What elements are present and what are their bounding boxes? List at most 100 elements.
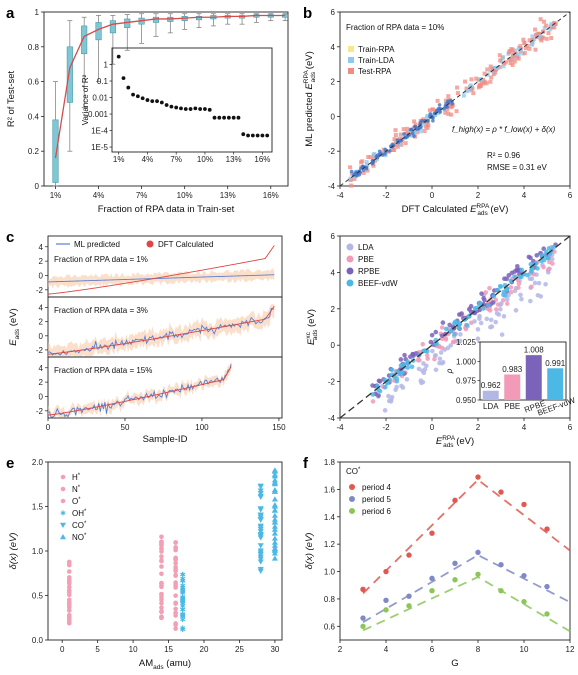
scatter-point-d	[508, 278, 514, 284]
scatter-point-d	[504, 297, 510, 302]
inset-point-a	[169, 104, 174, 109]
scatter-point-e	[159, 534, 164, 540]
inset-bar-d	[504, 374, 521, 400]
inset-point-a	[246, 133, 250, 138]
legend-marker-f	[349, 484, 355, 490]
inset-point-a	[241, 132, 246, 137]
scatter-point-b	[349, 169, 354, 174]
inset-frame-a	[111, 47, 273, 153]
y-tick-label-e: 1.0	[32, 547, 44, 556]
inset-y-tick-label-d: 1.025	[456, 338, 477, 347]
scatter-point-d	[504, 286, 510, 292]
scatter-point-d	[468, 320, 474, 326]
scatter-point-e	[271, 519, 278, 525]
inset-y-tick-label-a: 0.001	[88, 110, 109, 119]
scatter-point-e	[257, 524, 264, 531]
scatter-point-d	[415, 357, 421, 363]
scatter-point-b	[365, 162, 370, 167]
scatter-point-d	[439, 333, 445, 339]
scatter-point-f	[383, 607, 389, 613]
inset-y-tick-label-d: 0.950	[456, 396, 477, 405]
scatter-point-d	[480, 306, 486, 311]
scatter-point-b	[425, 122, 430, 127]
x-tick-label-a: 1%	[50, 191, 62, 200]
scatter-point-e	[173, 583, 178, 589]
scatter-point-b	[500, 55, 505, 60]
scatter-point-b	[522, 51, 527, 56]
scatter-point-d	[545, 255, 551, 261]
y-tick-label-c: 4	[39, 364, 44, 373]
scatter-point-b	[370, 158, 375, 163]
scatter-point-b	[512, 59, 517, 64]
legend-marker-e	[60, 498, 66, 504]
scatter-point-d	[398, 357, 404, 362]
scatter-point-d	[393, 387, 398, 393]
scatter-point-d	[438, 350, 444, 355]
scatter-point-b	[427, 108, 432, 113]
scatter-point-b	[425, 115, 430, 120]
scatter-point-b	[478, 76, 483, 81]
scatter-point-b	[511, 54, 516, 59]
chart-d: -4 -2 0 2 4 6 -4 -2 0 2 4 6 LDA PBE RPBE BEEF-vdW 0.950 0…	[305, 232, 577, 449]
legend-swatch-b	[348, 68, 354, 74]
y-tick-label-b: 2	[331, 78, 336, 87]
scatter-point-d	[516, 285, 521, 290]
scatter-point-f	[498, 489, 504, 495]
scatter-point-e	[271, 535, 278, 541]
scatter-point-b	[493, 65, 498, 70]
scatter-point-b	[352, 176, 357, 181]
legend-label-d: BEEF-vdW	[358, 279, 398, 288]
scatter-point-d	[416, 366, 422, 372]
scatter-point-e	[66, 580, 72, 585]
scatter-point-b	[446, 94, 451, 99]
inset-point-a	[255, 133, 260, 138]
box-a	[109, 20, 116, 34]
legend-label-f: period 6	[362, 507, 391, 516]
scatter-point-f	[383, 597, 389, 603]
scatter-point-e	[271, 512, 278, 518]
scatter-point-d	[494, 311, 500, 316]
scatter-point-d	[409, 364, 415, 370]
scatter-point-e	[173, 566, 178, 572]
y-tick-label-a: 0.8	[28, 43, 40, 52]
x-tick-label-d: 2	[476, 423, 481, 432]
inset-y-tick-label-a: 0.01	[92, 94, 108, 103]
inset-point-a	[145, 98, 150, 102]
scatter-point-d	[502, 276, 507, 282]
scatter-point-d	[439, 325, 445, 330]
legend-marker-f	[349, 496, 355, 502]
scatter-point-d	[376, 393, 381, 398]
chart-a: 0 0.2 0.4 0.6 0.8 1 1% 4% 7% 10% 13% 16% Fraction of…	[6, 8, 289, 215]
scatter-point-e: ✱	[180, 612, 186, 620]
scatter-point-b	[454, 109, 459, 114]
scatter-point-d	[404, 377, 410, 382]
scatter-point-e	[159, 609, 164, 614]
y-tick-label-e: 1.5	[32, 503, 44, 512]
x-tick-label-f: 2	[338, 645, 343, 654]
scatter-point-b	[518, 48, 523, 53]
legend-swatch-b	[348, 57, 354, 63]
scatter-point-b	[549, 22, 554, 27]
scatter-point-e	[271, 546, 278, 552]
scatter-point-f	[406, 603, 412, 609]
scatter-point-d	[498, 284, 504, 289]
subtitle-c: Fraction of RPA data = 1%	[54, 255, 148, 264]
scatter-point-b	[364, 165, 369, 170]
scatter-point-d	[382, 384, 388, 390]
inset-x-tick-label-a: 1%	[113, 155, 125, 164]
ml-line-c	[47, 274, 275, 283]
inset-point-a	[198, 107, 203, 111]
chart-e: 0 5 10 15 20 25 300.00.51.01.52.0✱✱✱✱✱✱✱✱✱✱✱✱✱…	[8, 458, 283, 671]
scatter-point-b	[511, 56, 516, 61]
scatter-point-b	[538, 17, 543, 22]
scatter-point-e	[66, 562, 72, 568]
x-axis-label-c: Sample-ID	[143, 434, 188, 445]
scatter-point-b	[544, 36, 549, 41]
scatter-point-b	[410, 131, 415, 136]
legend-label-e: NO*	[72, 533, 87, 542]
scatter-point-b	[449, 112, 454, 117]
x-tick-label-a: 10%	[177, 191, 193, 200]
scatter-point-f	[360, 623, 366, 630]
x-tick-label-f: 10	[520, 645, 529, 654]
scatter-point-f	[406, 593, 412, 599]
